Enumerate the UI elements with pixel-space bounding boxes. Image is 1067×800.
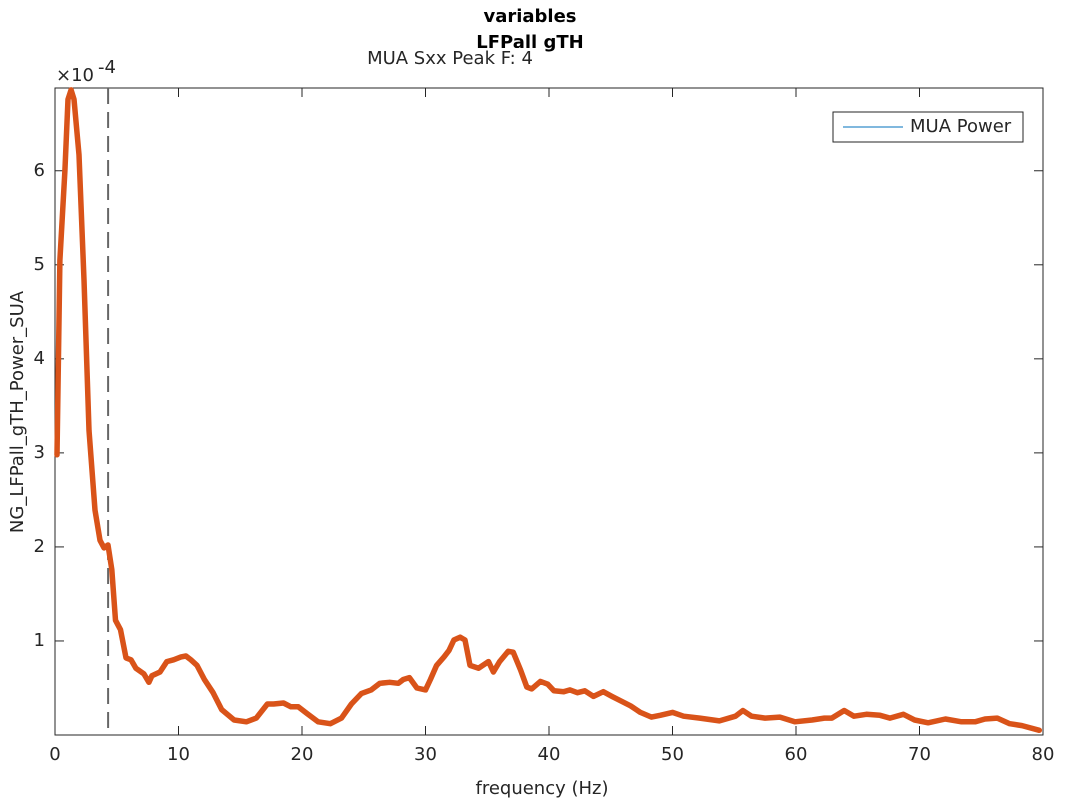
legend-label: MUA Power bbox=[910, 116, 1012, 137]
y-tick-label: 3 bbox=[34, 442, 45, 463]
y-tick-label: 2 bbox=[34, 536, 45, 557]
y-axis-label: NG_LFPall_gTH_Power_SUA bbox=[7, 290, 28, 533]
y-multiplier-exponent: -4 bbox=[98, 57, 116, 78]
x-tick-label: 50 bbox=[661, 744, 684, 765]
chart-title-line2: LFPall gTH bbox=[476, 32, 583, 53]
y-tick-label: 6 bbox=[34, 160, 45, 181]
y-tick-label: 5 bbox=[34, 254, 45, 275]
chart-subtitle: MUA Sxx Peak F: 4 bbox=[367, 48, 533, 69]
x-tick-label: 70 bbox=[908, 744, 931, 765]
y-tick-label: 1 bbox=[34, 630, 45, 651]
data-line bbox=[54, 87, 1043, 734]
x-tick-label: 30 bbox=[414, 744, 437, 765]
x-tick-label: 40 bbox=[538, 744, 561, 765]
x-axis-label: frequency (Hz) bbox=[475, 778, 608, 799]
x-tick-label: 80 bbox=[1032, 744, 1055, 765]
subtitle-bg bbox=[355, 48, 545, 70]
x-tick-label: 10 bbox=[167, 744, 190, 765]
x-tick-label: 60 bbox=[785, 744, 808, 765]
x-tick-label: 20 bbox=[291, 744, 314, 765]
y-multiplier-base: ×10 bbox=[56, 65, 94, 86]
chart-title: variables bbox=[483, 6, 576, 27]
y-tick-label: 4 bbox=[34, 348, 45, 369]
x-tick-label: 0 bbox=[49, 744, 60, 765]
plot-area bbox=[54, 87, 1044, 736]
